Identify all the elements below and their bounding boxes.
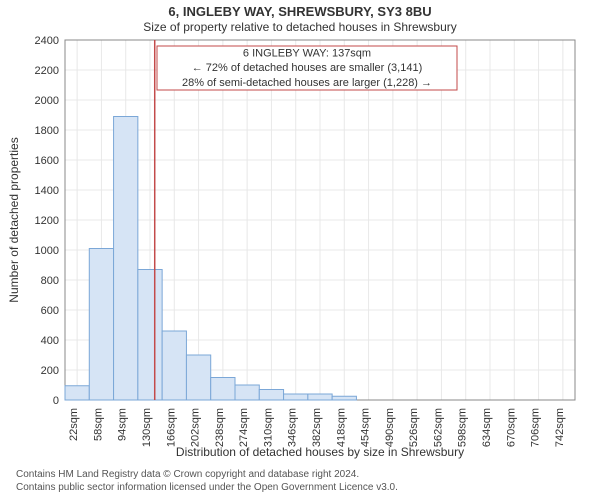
- y-tick-label: 0: [53, 395, 59, 407]
- y-tick-label: 2000: [35, 95, 59, 107]
- histogram-bar: [332, 396, 356, 400]
- y-tick-label: 400: [41, 335, 59, 347]
- histogram-bar: [138, 270, 162, 401]
- x-tick-label: 22sqm: [68, 408, 80, 441]
- histogram-bar: [89, 249, 113, 401]
- y-tick-label: 1600: [35, 155, 59, 167]
- x-tick-label: 238sqm: [214, 408, 226, 447]
- x-tick-label: 562sqm: [432, 408, 444, 447]
- x-tick-label: 94sqm: [117, 408, 129, 441]
- x-tick-label: 418sqm: [335, 408, 347, 447]
- x-tick-label: 742sqm: [554, 408, 566, 447]
- x-tick-label: 274sqm: [238, 408, 250, 447]
- x-tick-label: 526sqm: [408, 408, 420, 447]
- y-tick-label: 600: [41, 305, 59, 317]
- y-tick-label: 2400: [35, 35, 59, 47]
- x-tick-label: 310sqm: [262, 408, 274, 447]
- histogram-bar: [284, 394, 308, 400]
- x-tick-label: 490sqm: [384, 408, 396, 447]
- y-axis-label: Number of detached properties: [7, 137, 21, 302]
- footer-line-1: Contains HM Land Registry data © Crown c…: [16, 469, 398, 482]
- histogram-bar: [186, 355, 210, 400]
- x-tick-label: 166sqm: [165, 408, 177, 447]
- x-tick-label: 706sqm: [530, 408, 542, 447]
- annotation-line: ← 72% of detached houses are smaller (3,…: [192, 62, 423, 74]
- figure-footer: Contains HM Land Registry data © Crown c…: [16, 469, 398, 494]
- x-tick-label: 130sqm: [141, 408, 153, 447]
- y-tick-label: 1800: [35, 125, 59, 137]
- annotation-line: 28% of semi-detached houses are larger (…: [182, 77, 432, 89]
- annotation-line: 6 INGLEBY WAY: 137sqm: [243, 48, 371, 60]
- histogram-bar: [308, 394, 332, 400]
- y-tick-label: 800: [41, 275, 59, 287]
- histogram-bar: [114, 117, 138, 401]
- footer-line-2: Contains public sector information licen…: [16, 482, 398, 495]
- x-tick-label: 346sqm: [287, 408, 299, 447]
- histogram-plot: 0 200 400 600 800 1000 1200 1400 1600 1800 2000 220…: [0, 0, 600, 460]
- histogram-bar: [235, 385, 259, 400]
- x-tick-label: 58sqm: [92, 408, 104, 441]
- figure-container: 6, INGLEBY WAY, SHREWSBURY, SY3 8BU Size…: [0, 0, 600, 500]
- histogram-bar: [162, 331, 186, 400]
- x-axis-label: Distribution of detached houses by size …: [176, 445, 464, 459]
- y-tick-label: 1200: [35, 215, 59, 227]
- x-tick-label: 202sqm: [190, 408, 202, 447]
- y-tick-label: 1000: [35, 245, 59, 257]
- y-tick-label: 1400: [35, 185, 59, 197]
- y-tick-label: 200: [41, 365, 59, 377]
- histogram-bar: [211, 378, 235, 401]
- histogram-bar: [259, 390, 283, 401]
- x-tick-label: 670sqm: [505, 408, 517, 447]
- x-tick-label: 454sqm: [360, 408, 372, 447]
- histogram-bar: [65, 386, 89, 400]
- x-tick-label: 634sqm: [481, 408, 493, 447]
- x-tick-label: 598sqm: [457, 408, 469, 447]
- y-tick-label: 2200: [35, 65, 59, 77]
- x-tick-label: 382sqm: [311, 408, 323, 447]
